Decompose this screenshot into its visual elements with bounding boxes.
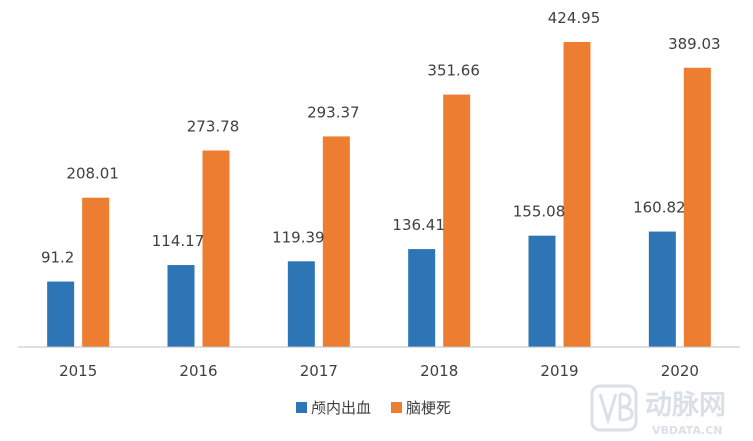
legend-swatch-1 [296, 402, 307, 413]
data-labels-layer: 91.2 208.01 114.17 273.78 119.39 293.37 136.41… [41, 9, 721, 267]
legend: 颅内出血 脑梗死 [296, 399, 451, 417]
data-label: 273.78 [187, 117, 240, 135]
bar-series1-2016 [167, 265, 195, 347]
x-tick-label: 2020 [661, 362, 699, 380]
vb-logo-icon [590, 384, 638, 432]
bar-series2-2018 [443, 94, 471, 347]
bar-series1-2015 [47, 281, 75, 347]
legend-label-2: 脑梗死 [406, 399, 451, 417]
bar-series1-2017 [287, 261, 315, 347]
bars-layer [47, 41, 711, 347]
watermark-logo-text: 动脉网 [645, 390, 726, 421]
bar-series1-2019 [528, 235, 556, 347]
watermark-sub-text: VBDATA.CN [652, 424, 723, 437]
data-label: 114.17 [152, 232, 205, 250]
legend-swatch-2 [391, 402, 402, 413]
data-label: 293.37 [307, 103, 360, 121]
x-tick-labels: 2015 2016 2017 2018 2019 2020 [59, 362, 699, 380]
data-label: 160.82 [633, 199, 686, 217]
data-label: 91.2 [41, 249, 74, 267]
data-label: 389.03 [668, 35, 721, 53]
data-label: 424.95 [548, 9, 601, 27]
data-label: 155.08 [513, 203, 566, 221]
watermark: 动脉网 VBDATA.CN [590, 384, 726, 437]
x-tick-label: 2018 [420, 362, 458, 380]
bar-series2-2016 [202, 150, 230, 347]
data-label: 136.41 [392, 216, 445, 234]
bar-series2-2019 [563, 41, 591, 347]
bar-series1-2020 [648, 231, 676, 347]
bar-series2-2015 [82, 197, 110, 347]
data-label: 119.39 [272, 228, 325, 246]
legend-label-1: 颅内出血 [311, 399, 371, 417]
x-tick-label: 2017 [300, 362, 338, 380]
bar-series2-2017 [322, 136, 350, 347]
x-tick-label: 2019 [540, 362, 578, 380]
x-tick-label: 2016 [179, 362, 217, 380]
bar-series2-2020 [683, 67, 711, 347]
data-label: 208.01 [66, 165, 119, 183]
x-tick-label: 2015 [59, 362, 97, 380]
data-label: 351.66 [427, 62, 480, 80]
bar-series1-2018 [408, 249, 436, 347]
